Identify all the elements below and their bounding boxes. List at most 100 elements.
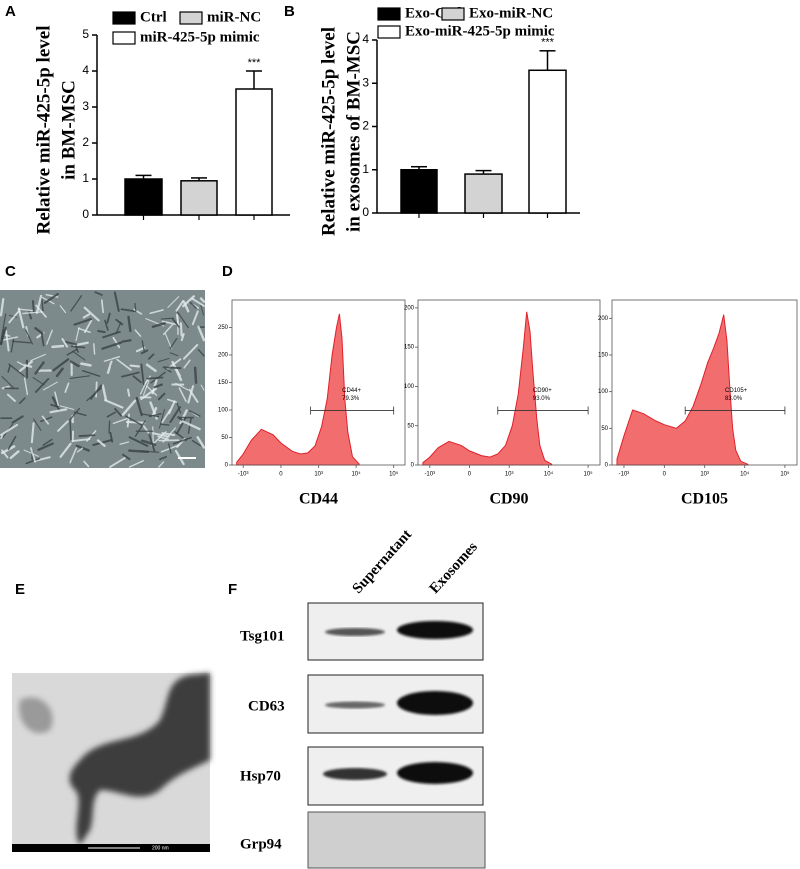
cell bbox=[0, 423, 19, 436]
cell bbox=[134, 420, 146, 437]
cell bbox=[196, 436, 206, 449]
cell bbox=[31, 300, 35, 314]
cell bbox=[112, 336, 121, 349]
cell bbox=[64, 382, 70, 393]
cell bbox=[179, 322, 183, 337]
cell bbox=[23, 449, 39, 457]
cell bbox=[106, 312, 111, 324]
x-tick-label: 10⁵ bbox=[780, 471, 790, 478]
cell bbox=[95, 381, 98, 398]
cell bbox=[116, 358, 132, 371]
cell bbox=[8, 363, 25, 377]
cell bbox=[175, 382, 189, 391]
cell bbox=[169, 406, 181, 424]
western-blot: Supernatant Exosomes Tsg101 CD63 Hsp70 G… bbox=[240, 527, 486, 869]
cell bbox=[69, 375, 91, 379]
cell bbox=[11, 340, 31, 344]
cell bbox=[71, 438, 91, 443]
cell bbox=[109, 457, 126, 468]
cell bbox=[119, 441, 130, 445]
cell bbox=[30, 422, 35, 444]
cell bbox=[188, 410, 201, 417]
blot-strip bbox=[307, 811, 486, 869]
cell bbox=[193, 366, 198, 384]
cell bbox=[43, 292, 59, 304]
cell bbox=[76, 447, 84, 453]
legend-swatch bbox=[377, 7, 401, 21]
cell bbox=[2, 313, 7, 329]
cell bbox=[115, 318, 124, 326]
y-tick-label: 100 bbox=[598, 389, 609, 395]
cell bbox=[172, 436, 192, 445]
cell bbox=[61, 338, 69, 348]
cell bbox=[6, 393, 16, 402]
y-tick-label: 0 bbox=[362, 205, 369, 219]
cell bbox=[183, 343, 199, 360]
x-tick-label: 10⁴ bbox=[544, 471, 554, 478]
cell bbox=[191, 297, 205, 307]
y-tick-label: 50 bbox=[601, 426, 608, 432]
cell bbox=[178, 387, 187, 402]
y-tick-label: 200 bbox=[404, 305, 415, 311]
cell bbox=[164, 333, 173, 349]
gate-label: CD105+ bbox=[725, 388, 748, 394]
bar bbox=[180, 180, 218, 216]
cell bbox=[34, 361, 45, 375]
cell bbox=[157, 435, 169, 441]
cell bbox=[46, 329, 53, 345]
cell bbox=[135, 396, 143, 417]
gate-percent: 83.0% bbox=[725, 396, 743, 402]
cell bbox=[140, 439, 157, 446]
cell bbox=[80, 362, 92, 367]
cell bbox=[151, 322, 166, 328]
cell bbox=[112, 417, 128, 425]
cell bbox=[37, 442, 54, 451]
cell bbox=[200, 304, 205, 316]
cell bbox=[35, 294, 43, 315]
cell bbox=[148, 353, 155, 360]
tem-image: 200 nm bbox=[12, 673, 210, 852]
x-tick-label: -10³ bbox=[619, 472, 630, 478]
cell bbox=[34, 377, 50, 393]
cell bbox=[32, 377, 45, 386]
cell bbox=[66, 348, 78, 356]
x-tick-label: -10³ bbox=[424, 472, 435, 478]
cell bbox=[108, 420, 111, 434]
cell bbox=[101, 384, 108, 402]
cell bbox=[121, 371, 140, 378]
x-tick-label: 10⁴ bbox=[740, 471, 750, 478]
cell bbox=[73, 318, 93, 326]
cell bbox=[57, 420, 69, 432]
y-tick-label: 50 bbox=[221, 435, 228, 441]
cell bbox=[83, 306, 100, 322]
cell bbox=[121, 339, 132, 343]
panel-letter: A bbox=[5, 3, 16, 20]
cell bbox=[17, 307, 25, 329]
blot-band bbox=[325, 628, 385, 636]
cell bbox=[24, 364, 33, 368]
histogram-area bbox=[422, 311, 553, 466]
cell bbox=[96, 439, 106, 447]
y-tick-label: 3 bbox=[82, 99, 89, 113]
blot-band bbox=[325, 701, 385, 709]
y-tick-label: 0 bbox=[605, 463, 609, 469]
cell bbox=[169, 337, 178, 350]
cell bbox=[145, 363, 157, 373]
cell bbox=[180, 333, 185, 342]
y-tick-label: 100 bbox=[404, 384, 415, 390]
cell bbox=[69, 407, 80, 421]
y-tick-label: 1 bbox=[362, 162, 369, 176]
cell bbox=[181, 420, 201, 431]
cell bbox=[171, 317, 180, 328]
cell bbox=[127, 388, 131, 397]
y-tick-label: 0 bbox=[225, 463, 229, 469]
cell bbox=[191, 440, 202, 447]
cell bbox=[93, 343, 96, 355]
vesicle-cluster bbox=[19, 697, 53, 734]
cell bbox=[162, 366, 182, 370]
y-axis-label: in exosomes of BM-MSC bbox=[343, 31, 364, 232]
gate-label: CD90+ bbox=[533, 388, 552, 394]
cell bbox=[134, 302, 137, 312]
cell bbox=[124, 415, 143, 426]
